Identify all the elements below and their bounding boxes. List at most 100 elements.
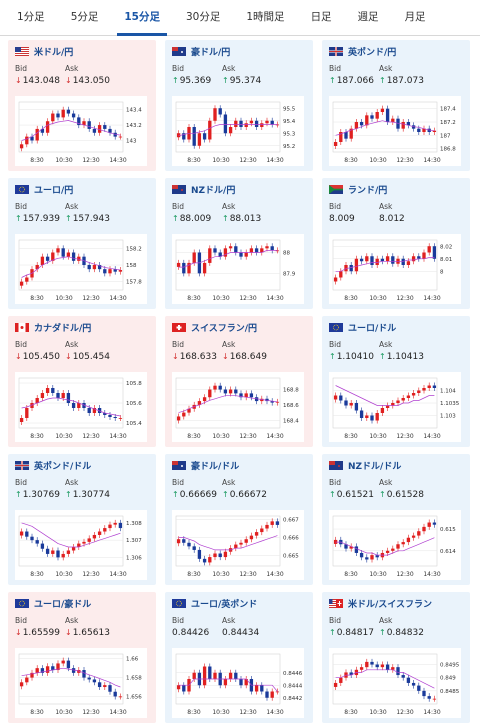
- candle-body: [176, 685, 181, 690]
- candlestick-chart[interactable]: 0.8446 0.8444 0.8442 8:30 10:30 12:30 14:30: [172, 648, 304, 718]
- pair-name[interactable]: 米ドル/スイスフラン: [348, 599, 433, 610]
- tab-5[interactable]: 1時間足: [246, 11, 285, 23]
- tab-2[interactable]: 5分足: [70, 11, 99, 23]
- currency-card[interactable]: ユーロ/豪ドル Bid Ask ↓1.65599 ↓1.65613 1.66 1.658 1.…: [8, 592, 156, 723]
- currency-card[interactable]: NZドル/円 Bid Ask ↑88.009 ↑88.013 88 87.9 8:30 10:3…: [165, 178, 313, 309]
- candle-body: [113, 522, 117, 525]
- candlestick-chart[interactable]: 105.8 105.6 105.4 8:30 10:30 12:30 14:30: [15, 372, 147, 442]
- currency-card[interactable]: 英ポンド/円 Bid Ask ↑187.066 ↑187.073 187.4 187.2 18…: [322, 40, 470, 171]
- price-labels: Bid Ask: [15, 202, 150, 211]
- arrow-down-icon: ↓: [15, 352, 22, 361]
- tab-3[interactable]: 15分足: [111, 0, 173, 36]
- currency-card[interactable]: ユーロ/英ポンド Bid Ask 0.84426 0.84434 0.8446 0.8444…: [165, 592, 313, 723]
- candlestick-chart[interactable]: 88 87.9 8:30 10:30 12:30 14:30: [172, 234, 304, 304]
- flag-icon: [15, 184, 29, 194]
- pair-name[interactable]: ユーロ/豪ドル: [34, 599, 92, 610]
- candle-body: [118, 418, 123, 419]
- tab-7[interactable]: 週足: [357, 11, 379, 23]
- candlestick-chart[interactable]: 1.104 1.1035 1.103 8:30 10:30 12:30 14:30: [329, 372, 461, 442]
- candle-body: [406, 537, 411, 543]
- pair-title: スイスフラン/円: [172, 321, 307, 334]
- moving-average-line: [21, 397, 121, 417]
- pair-name[interactable]: ランド/円: [348, 185, 388, 196]
- pair-name[interactable]: スイスフラン/円: [191, 323, 258, 334]
- x-tick-label: 12:30: [396, 571, 413, 578]
- price-labels: Bid Ask: [172, 340, 307, 349]
- candle-body: [228, 127, 233, 134]
- pair-name[interactable]: 英ポンド/ドル: [34, 461, 92, 472]
- pair-name[interactable]: 豪ドル/ドル: [191, 461, 240, 472]
- candlestick-chart[interactable]: 187.4 187.2 187 186.8 8:30 10:30 12:30 14:30: [329, 96, 461, 166]
- candle-body: [275, 401, 280, 403]
- pair-name[interactable]: 英ポンド/円: [348, 47, 397, 58]
- candlestick-chart[interactable]: 1.66 1.658 1.656 8:30 10:30 12:30 14:30: [15, 648, 147, 718]
- tab-4[interactable]: 30分足: [186, 11, 221, 23]
- moving-average-line: [178, 395, 278, 413]
- ask-label: Ask: [379, 64, 393, 73]
- candle-body: [197, 549, 202, 559]
- y-tick-label: 8.02: [440, 244, 452, 250]
- candlestick-chart[interactable]: 158.2 158 157.8 8:30 10:30 12:30 14:30: [15, 234, 147, 304]
- candle-body: [218, 252, 222, 257]
- candlestick-chart[interactable]: 95.5 95.4 95.3 95.2 8:30 10:30 12:30 14:30: [172, 96, 304, 166]
- bid-value: 157.939: [22, 214, 60, 224]
- tab-1[interactable]: 1分足: [17, 11, 45, 23]
- ask-value: 0.84434: [222, 628, 260, 638]
- currency-card[interactable]: スイスフラン/円 Bid Ask ↓168.633 ↓168.649 168.8 168.6…: [165, 316, 313, 447]
- candle-body: [265, 691, 269, 698]
- moving-average-line: [21, 256, 121, 278]
- candle-body: [92, 679, 97, 683]
- candlestick-chart[interactable]: 0.8495 0.849 0.8485 8:30 10:30 12:30 14:30: [329, 648, 461, 718]
- candlestick-chart[interactable]: 0.667 0.666 0.665 8:30 10:30 12:30 14:30: [172, 510, 304, 580]
- price-labels: Bid Ask: [15, 478, 150, 487]
- y-tick-label: 0.614: [440, 549, 456, 555]
- candlestick-chart[interactable]: 8.02 8.01 8 8:30 10:30 12:30 14:30: [329, 234, 461, 304]
- candle-body: [56, 663, 60, 671]
- tab-8[interactable]: 月足: [404, 11, 426, 23]
- pair-name[interactable]: 豪ドル/円: [191, 47, 231, 58]
- candle-body: [208, 389, 212, 398]
- candle-body: [35, 128, 39, 141]
- candle-body: [35, 540, 39, 544]
- currency-card[interactable]: ユーロ/円 Bid Ask ↑157.939 ↑157.943 158.2 158 157.8…: [8, 178, 156, 309]
- pair-name[interactable]: 米ドル/円: [34, 47, 74, 58]
- pair-name[interactable]: カナダドル/円: [34, 323, 92, 334]
- bid-value-group: ↑0.66669: [172, 490, 222, 502]
- candle-body: [182, 539, 186, 543]
- candle-body: [213, 672, 217, 679]
- pair-name[interactable]: ユーロ/英ポンド: [191, 599, 258, 610]
- currency-card[interactable]: ランド/円 Bid Ask 8.009 8.012 8.02 8.01 8 8:30 10:30 1…: [322, 178, 470, 309]
- pair-name[interactable]: NZドル/円: [191, 185, 236, 196]
- bid-value: 187.066: [336, 76, 374, 86]
- candlestick-chart[interactable]: 143.4 143.2 143 8:30 10:30 12:30 14:30: [15, 96, 147, 166]
- candlestick-chart[interactable]: 168.8 168.6 168.4 8:30 10:30 12:30 14:30: [172, 372, 304, 442]
- candle-body: [182, 262, 186, 274]
- candle-body: [370, 415, 374, 421]
- pair-name[interactable]: ユーロ/ドル: [348, 323, 397, 334]
- candle-body: [25, 136, 29, 145]
- currency-card[interactable]: ユーロ/ドル Bid Ask ↑1.10410 ↑1.10413 1.104 1.1035 1…: [322, 316, 470, 447]
- tab-6[interactable]: 日足: [310, 11, 332, 23]
- currency-card[interactable]: 豪ドル/ドル Bid Ask ↑0.66669 ↑0.66672 0.667 0.666 0.…: [165, 454, 313, 585]
- y-tick-label: 143.4: [126, 108, 142, 114]
- candle-body: [234, 672, 238, 679]
- candlestick-chart[interactable]: 0.615 0.614 8:30 10:30 12:30 14:30: [329, 510, 461, 580]
- currency-card[interactable]: NZドル/ドル Bid Ask ↑0.61521 ↑0.61528 0.615 0.614 8…: [322, 454, 470, 585]
- currency-card[interactable]: 英ポンド/ドル Bid Ask ↑1.30769 ↑1.30774 1.308 1.307 1…: [8, 454, 156, 585]
- candle-body: [56, 550, 60, 558]
- candlestick-chart[interactable]: 1.308 1.307 1.306 8:30 10:30 12:30 14:30: [15, 510, 147, 580]
- bid-value-group: ↑95.369: [172, 76, 222, 88]
- currency-card[interactable]: 豪ドル/円 Bid Ask ↑95.369 ↑95.374 95.5 95.4 95.3 95.…: [165, 40, 313, 171]
- currency-card[interactable]: カナダドル/円 Bid Ask ↓105.450 ↓105.454 105.8 105.6 1…: [8, 316, 156, 447]
- pair-name[interactable]: ユーロ/円: [34, 185, 74, 196]
- candle-body: [71, 113, 76, 118]
- y-tick-label: 1.656: [126, 694, 142, 700]
- chart-frame: [332, 239, 438, 291]
- candle-body: [375, 112, 379, 119]
- pair-name[interactable]: NZドル/ドル: [348, 461, 402, 472]
- flag-icon: [172, 46, 186, 56]
- candle-body: [417, 685, 421, 691]
- currency-card[interactable]: 米ドル/円 Bid Ask ↓143.048 ↓143.050 143.4 143.2 143…: [8, 40, 156, 171]
- currency-card[interactable]: 米ドル/スイスフラン Bid Ask ↑0.84817 ↑0.84832 0.8495 0.…: [322, 592, 470, 723]
- candle-body: [92, 534, 97, 539]
